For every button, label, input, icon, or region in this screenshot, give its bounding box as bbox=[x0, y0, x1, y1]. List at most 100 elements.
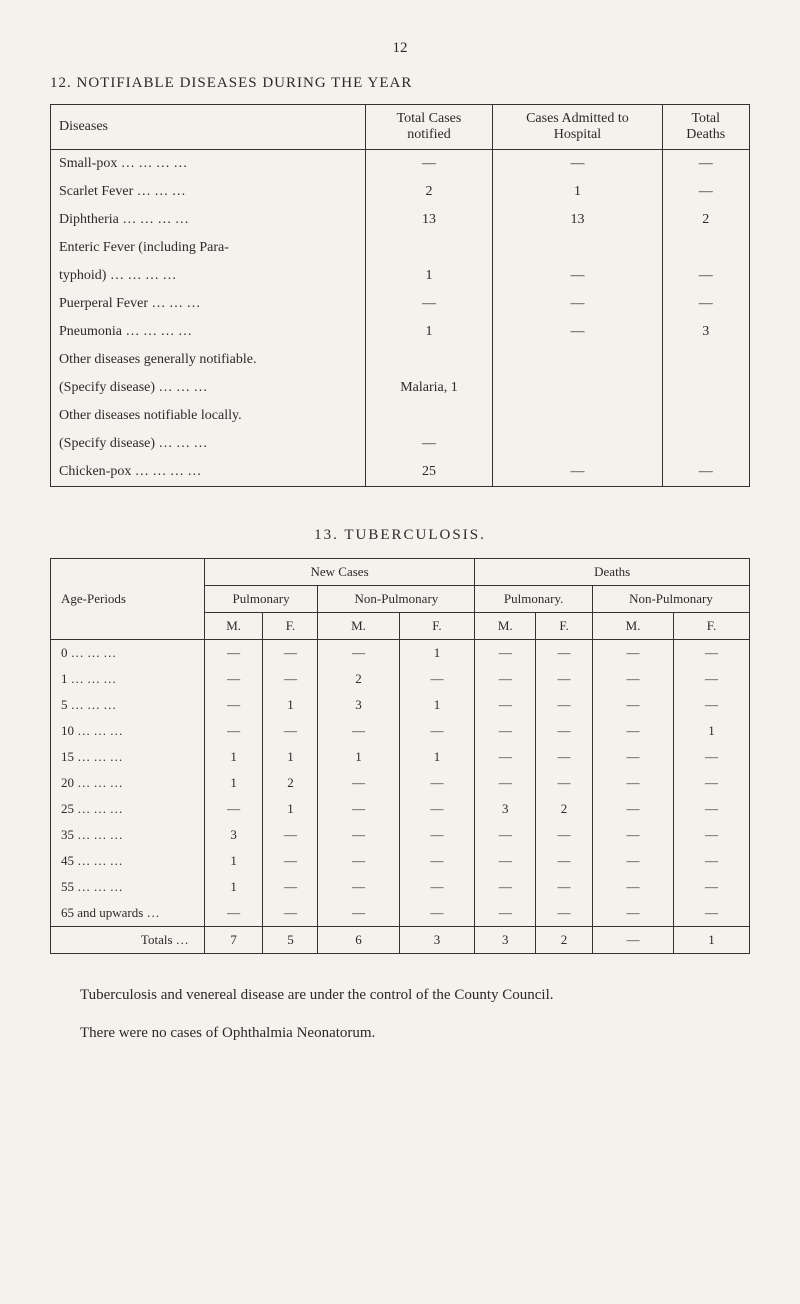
data-cell: — bbox=[318, 718, 399, 744]
header-f: F. bbox=[399, 613, 475, 640]
age-period: 15 … … … bbox=[51, 744, 205, 770]
data-cell: — bbox=[263, 848, 318, 874]
data-cell: 13 bbox=[493, 206, 662, 234]
data-cell: 1 bbox=[204, 770, 263, 796]
data-cell: 25 bbox=[365, 458, 493, 487]
header-new-cases: New Cases bbox=[204, 559, 475, 586]
data-cell: — bbox=[204, 640, 263, 667]
data-cell: — bbox=[475, 692, 536, 718]
data-cell: 1 bbox=[263, 796, 318, 822]
data-cell: — bbox=[475, 640, 536, 667]
header-pulmonary-1: Pulmonary bbox=[204, 586, 318, 613]
header-deaths: Total Deaths bbox=[662, 105, 750, 150]
data-cell: Malaria, 1 bbox=[365, 374, 493, 402]
footnote-2: There were no cases of Ophthalmia Neonat… bbox=[50, 1022, 750, 1045]
totals-cell: 1 bbox=[674, 927, 750, 954]
data-cell bbox=[365, 346, 493, 374]
data-cell: — bbox=[318, 640, 399, 667]
age-period: 65 and upwards … bbox=[51, 900, 205, 927]
data-cell: 1 bbox=[399, 744, 475, 770]
footnote-1: Tuberculosis and venereal disease are un… bbox=[50, 984, 750, 1007]
disease-name: Puerperal Fever … … … bbox=[51, 290, 366, 318]
data-cell: — bbox=[536, 874, 593, 900]
data-cell: 1 bbox=[674, 718, 750, 744]
data-cell: — bbox=[204, 666, 263, 692]
data-cell: — bbox=[674, 874, 750, 900]
data-cell: — bbox=[493, 458, 662, 487]
data-cell: — bbox=[662, 458, 750, 487]
disease-name: Other diseases notifiable locally. bbox=[51, 402, 366, 430]
data-cell: — bbox=[536, 848, 593, 874]
data-cell: — bbox=[204, 796, 263, 822]
header-non-pulmonary-2: Non-Pulmonary bbox=[592, 586, 749, 613]
header-pulmonary-2: Pulmonary. bbox=[475, 586, 593, 613]
data-cell: — bbox=[592, 744, 673, 770]
tuberculosis-table: Age-Periods New Cases Deaths Pulmonary N… bbox=[50, 558, 750, 954]
data-cell: — bbox=[674, 692, 750, 718]
data-cell: — bbox=[493, 262, 662, 290]
diseases-table: Diseases Total Cases notified Cases Admi… bbox=[50, 104, 750, 487]
data-cell bbox=[493, 430, 662, 458]
data-cell: — bbox=[674, 796, 750, 822]
data-cell: 2 bbox=[318, 666, 399, 692]
totals-cell: 3 bbox=[399, 927, 475, 954]
age-period: 20 … … … bbox=[51, 770, 205, 796]
data-cell: — bbox=[263, 900, 318, 927]
data-cell: 2 bbox=[365, 178, 493, 206]
disease-name: Pneumonia … … … … bbox=[51, 318, 366, 346]
data-cell: 1 bbox=[318, 744, 399, 770]
age-period: 25 … … … bbox=[51, 796, 205, 822]
data-cell: — bbox=[399, 666, 475, 692]
data-cell: — bbox=[365, 430, 493, 458]
data-cell: — bbox=[365, 290, 493, 318]
data-cell bbox=[493, 346, 662, 374]
data-cell: — bbox=[662, 178, 750, 206]
data-cell: — bbox=[475, 718, 536, 744]
data-cell: — bbox=[536, 718, 593, 744]
header-m: M. bbox=[204, 613, 263, 640]
age-period: 10 … … … bbox=[51, 718, 205, 744]
data-cell: — bbox=[204, 718, 263, 744]
data-cell: — bbox=[399, 718, 475, 744]
data-cell: — bbox=[475, 666, 536, 692]
data-cell: — bbox=[674, 666, 750, 692]
data-cell: — bbox=[493, 150, 662, 179]
data-cell: — bbox=[318, 822, 399, 848]
data-cell: — bbox=[475, 822, 536, 848]
disease-name: Enteric Fever (including Para- bbox=[51, 234, 366, 262]
disease-name: Other diseases generally notifiable. bbox=[51, 346, 366, 374]
data-cell: 2 bbox=[263, 770, 318, 796]
data-cell: — bbox=[674, 640, 750, 667]
data-cell: 1 bbox=[204, 848, 263, 874]
data-cell: 1 bbox=[399, 692, 475, 718]
data-cell: — bbox=[536, 666, 593, 692]
header-non-pulmonary-1: Non-Pulmonary bbox=[318, 586, 475, 613]
data-cell: 1 bbox=[365, 318, 493, 346]
section2-title: 13. TUBERCULOSIS. bbox=[50, 527, 750, 544]
totals-cell: 5 bbox=[263, 927, 318, 954]
data-cell: — bbox=[493, 290, 662, 318]
data-cell: — bbox=[536, 822, 593, 848]
data-cell: — bbox=[536, 640, 593, 667]
header-diseases: Diseases bbox=[51, 105, 366, 150]
data-cell: 1 bbox=[493, 178, 662, 206]
age-period: 45 … … … bbox=[51, 848, 205, 874]
header-m: M. bbox=[318, 613, 399, 640]
totals-label: Totals … bbox=[51, 927, 205, 954]
data-cell: — bbox=[674, 822, 750, 848]
data-cell: — bbox=[662, 262, 750, 290]
disease-name: (Specify disease) … … … bbox=[51, 374, 366, 402]
data-cell: — bbox=[674, 744, 750, 770]
data-cell: — bbox=[318, 796, 399, 822]
data-cell: — bbox=[399, 822, 475, 848]
data-cell: — bbox=[592, 692, 673, 718]
data-cell: — bbox=[592, 640, 673, 667]
disease-name: Chicken-pox … … … … bbox=[51, 458, 366, 487]
header-deaths: Deaths bbox=[475, 559, 750, 586]
data-cell bbox=[493, 234, 662, 262]
data-cell: — bbox=[263, 666, 318, 692]
data-cell bbox=[365, 402, 493, 430]
data-cell: — bbox=[263, 874, 318, 900]
data-cell: — bbox=[399, 900, 475, 927]
age-period: 35 … … … bbox=[51, 822, 205, 848]
